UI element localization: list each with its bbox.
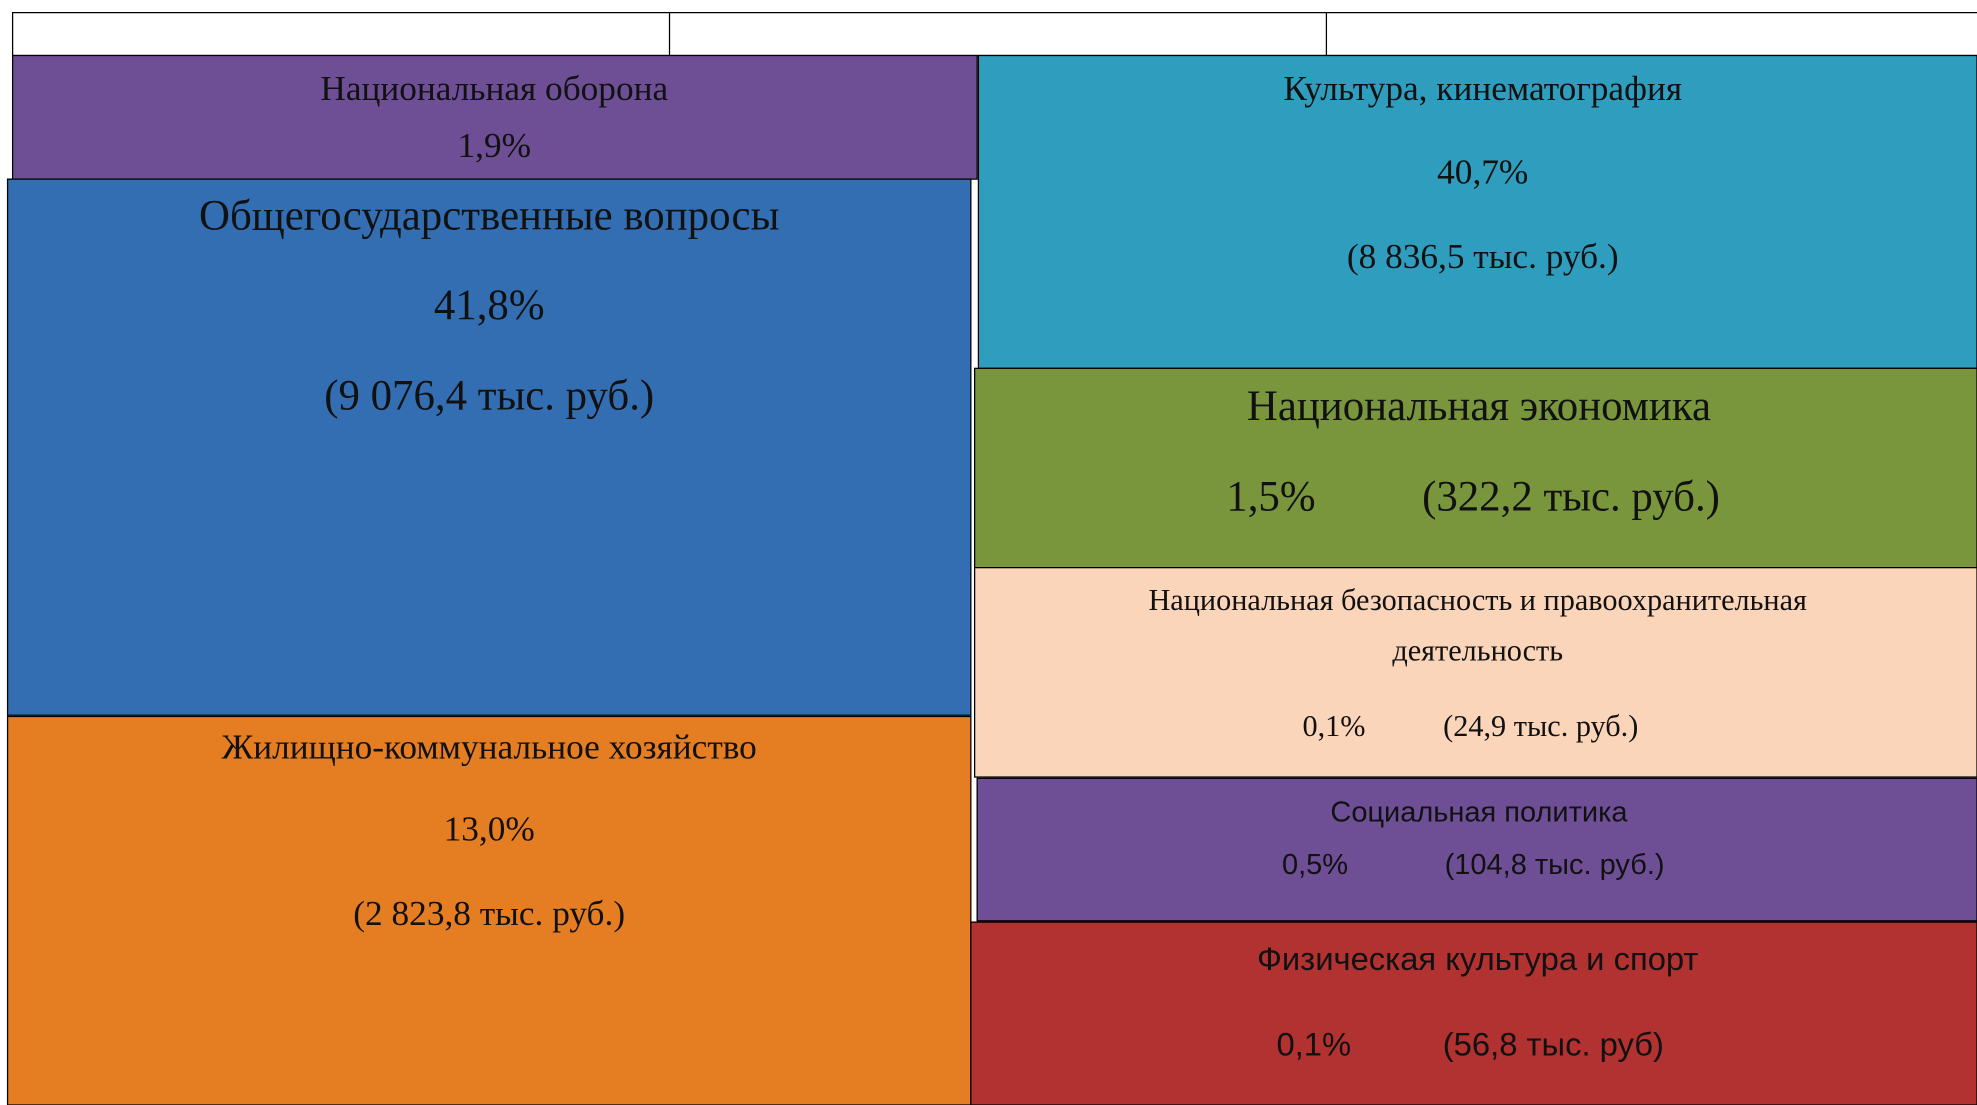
block-percent: 40,7% bbox=[1437, 152, 1528, 191]
block-title: Национальная экономика bbox=[1247, 383, 1711, 430]
block-amount: (8 836,5 тыс. руб.) bbox=[1347, 237, 1619, 276]
block bbox=[977, 54, 1977, 369]
header-table bbox=[11, 11, 1977, 57]
block-title: Физическая культура и спорт bbox=[1257, 940, 1698, 977]
block-percent: 41,8% bbox=[434, 282, 545, 329]
block bbox=[6, 715, 972, 1105]
block-percent: 1,5% bbox=[1226, 474, 1315, 521]
block-amount: (9 076,4 тыс. руб.) bbox=[324, 373, 654, 420]
block bbox=[6, 178, 972, 716]
block-percent: 0,1% bbox=[1302, 709, 1365, 743]
block-amount: (2 823,8 тыс. руб.) bbox=[353, 894, 625, 933]
block-percent: 0,5% bbox=[1282, 849, 1348, 881]
block-title: Культура, кинематография bbox=[1283, 69, 1682, 108]
block bbox=[11, 54, 978, 180]
block-percent: 13,0% bbox=[444, 810, 535, 849]
block-title: деятельность bbox=[1392, 633, 1563, 667]
block-title: Социальная политика bbox=[1330, 796, 1628, 828]
block bbox=[974, 567, 1977, 778]
block-amount: (24,9 тыс. руб.) bbox=[1443, 709, 1638, 743]
block bbox=[970, 921, 1977, 1105]
table-row bbox=[11, 11, 1977, 57]
block bbox=[974, 367, 1977, 569]
block-title: Национальная безопасность и правоохранит… bbox=[1148, 583, 1807, 617]
block-title: Общегосударственные вопросы bbox=[199, 192, 779, 239]
block-amount: (56,8 тыс. руб) bbox=[1443, 1026, 1664, 1063]
block-percent: 1,9% bbox=[457, 126, 531, 165]
block-amount: (104,8 тыс. руб.) bbox=[1445, 849, 1665, 881]
block-title: Жилищно-коммунальное хозяйство bbox=[222, 728, 757, 767]
block bbox=[976, 777, 1977, 922]
block-amount: (322,2 тыс. руб.) bbox=[1422, 474, 1720, 521]
block-title: Национальная оборона bbox=[320, 69, 668, 108]
block-percent: 0,1% bbox=[1276, 1026, 1351, 1063]
